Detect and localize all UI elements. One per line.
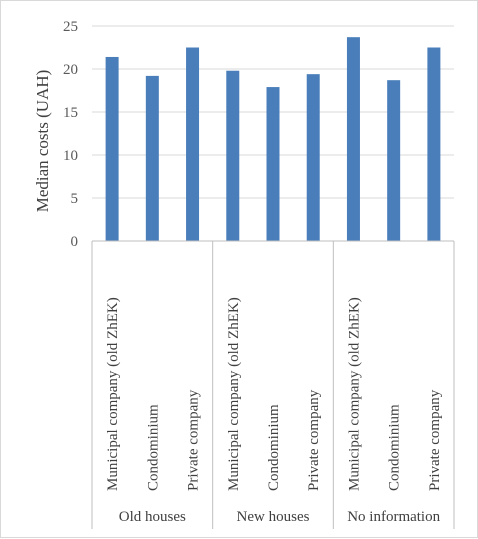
y-tick-label: 0: [71, 234, 79, 250]
y-tick-label: 15: [63, 105, 78, 121]
bar: [105, 56, 119, 242]
x-group-label: New houses: [237, 509, 310, 525]
y-tick-label: 20: [63, 62, 78, 78]
bar: [306, 74, 320, 241]
y-axis-title: Median costs (UAH): [33, 70, 52, 213]
x-category-label: Private company: [186, 389, 202, 491]
bar: [266, 87, 280, 241]
x-group-label: Old houses: [119, 509, 186, 525]
x-category-label: Private company: [306, 389, 322, 491]
bars: [105, 37, 441, 242]
labels: 0 5 10 15 20 25 Municipal company (old ZhEK) Co…: [63, 19, 443, 525]
x-category-label: Condominium: [145, 404, 161, 491]
y-tick-label: 10: [63, 148, 78, 164]
y-tick-label: 5: [71, 191, 79, 207]
x-category-label: Municipal company (old ZhEK): [226, 297, 242, 491]
x-category-label: Municipal company (old ZhEK): [105, 297, 121, 491]
bar: [427, 47, 441, 241]
bar: [346, 37, 360, 242]
bar: [387, 80, 401, 242]
x-category-label: Private company: [427, 389, 443, 491]
x-category-label: Municipal company (old ZhEK): [346, 297, 362, 491]
x-category-label: Condominium: [266, 404, 282, 491]
bar: [186, 47, 200, 241]
axes: [91, 240, 455, 529]
x-group-label: No information: [347, 509, 440, 525]
y-tick-label: 25: [63, 19, 78, 35]
bar: [145, 75, 159, 241]
x-category-label: Condominium: [387, 404, 403, 491]
bar: [226, 70, 240, 241]
